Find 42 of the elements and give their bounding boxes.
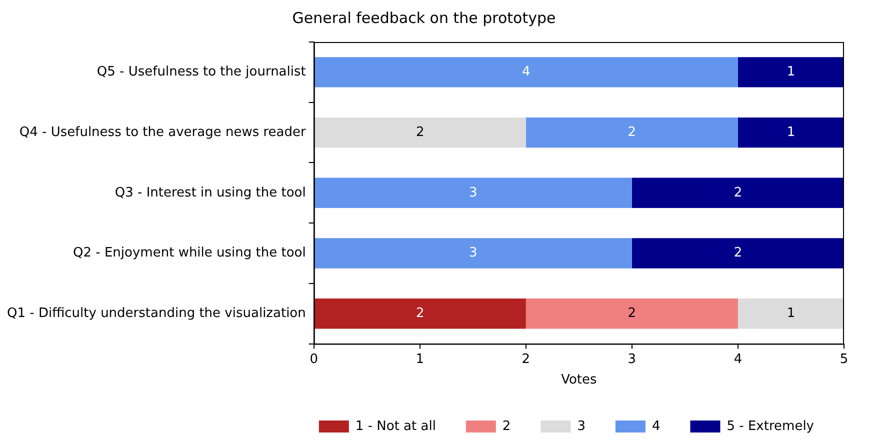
data-label: 1 [786, 306, 796, 321]
legend-label: 5 - Extremely [726, 418, 814, 434]
data-label: 2 [416, 306, 424, 321]
data-label: 2 [628, 306, 636, 321]
data-label: 3 [469, 185, 478, 200]
legend-label: 4 [652, 418, 660, 434]
bar [738, 298, 844, 329]
legend-label: 3 [577, 418, 586, 434]
chart-title: General feedback on the prototype [292, 8, 556, 27]
bar [738, 57, 844, 88]
data-label: 1 [786, 124, 796, 140]
data-label: 2 [734, 246, 742, 261]
bar [314, 298, 526, 329]
x-tick-label: 3 [628, 352, 636, 367]
y-tick-label: Q3 - Interest in using the tool [114, 185, 306, 200]
bar [526, 298, 738, 329]
bar [314, 57, 738, 88]
bar [314, 238, 632, 268]
data-label: 1 [786, 64, 796, 80]
data-label: 2 [734, 185, 742, 200]
bar [526, 117, 738, 148]
y-tick-label: Q2 - Enjoyment while using the tool [73, 246, 306, 261]
bar [632, 178, 844, 208]
x-tick-label: 5 [840, 352, 848, 367]
data-label: 2 [416, 124, 424, 140]
legend-label: 2 [502, 418, 511, 434]
x-tick-label: 1 [416, 352, 424, 367]
data-label: 4 [522, 64, 530, 80]
y-tick-label: Q1 - Difficulty understanding the visualization [7, 306, 306, 321]
bar [632, 238, 844, 268]
bar [314, 178, 632, 208]
bar [738, 117, 844, 148]
y-tick-label: Q5 - Usefulness to the journalist [96, 64, 306, 80]
x-tick-label: 2 [522, 352, 530, 367]
x-tick-label: 0 [310, 352, 318, 367]
data-label: 3 [469, 246, 478, 261]
legend-label: 1 - Not at all [355, 418, 436, 434]
x-axis-title: Votes [561, 372, 598, 388]
x-tick-label: 4 [734, 352, 742, 367]
bar [314, 117, 526, 148]
data-label: 2 [628, 124, 636, 140]
y-tick-label: Q4 - Usefulness to the average news reader [19, 124, 307, 140]
